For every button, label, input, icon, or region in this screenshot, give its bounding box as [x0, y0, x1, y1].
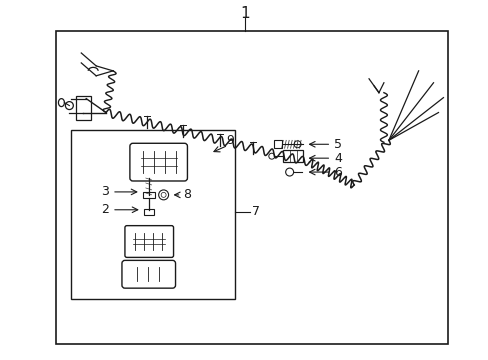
Bar: [282, 150, 302, 162]
Bar: [56, 31, 447, 344]
Bar: [143, 209, 153, 215]
Text: 8: 8: [183, 188, 191, 201]
Bar: [71, 130, 235, 299]
Bar: [76, 96, 91, 121]
Bar: [273, 140, 281, 148]
Text: 6: 6: [334, 166, 342, 179]
Text: 2: 2: [101, 203, 109, 216]
Text: 9: 9: [226, 134, 234, 147]
Text: 4: 4: [334, 152, 342, 165]
Text: 7: 7: [251, 205, 260, 218]
Text: 3: 3: [101, 185, 109, 198]
Bar: [142, 192, 154, 198]
Text: 1: 1: [240, 6, 249, 21]
Text: 5: 5: [334, 138, 342, 151]
